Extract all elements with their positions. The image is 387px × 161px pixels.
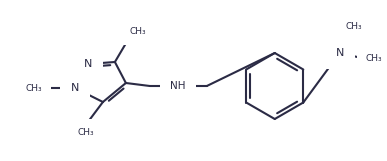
Text: CH₃: CH₃ — [345, 22, 362, 31]
Text: CH₃: CH₃ — [366, 53, 382, 62]
Text: N: N — [336, 48, 344, 58]
Text: N: N — [84, 59, 92, 69]
Text: N: N — [71, 83, 79, 93]
Text: CH₃: CH₃ — [25, 84, 42, 93]
Text: CH₃: CH₃ — [78, 128, 94, 137]
Text: CH₃: CH₃ — [130, 27, 147, 36]
Text: NH: NH — [170, 81, 186, 91]
